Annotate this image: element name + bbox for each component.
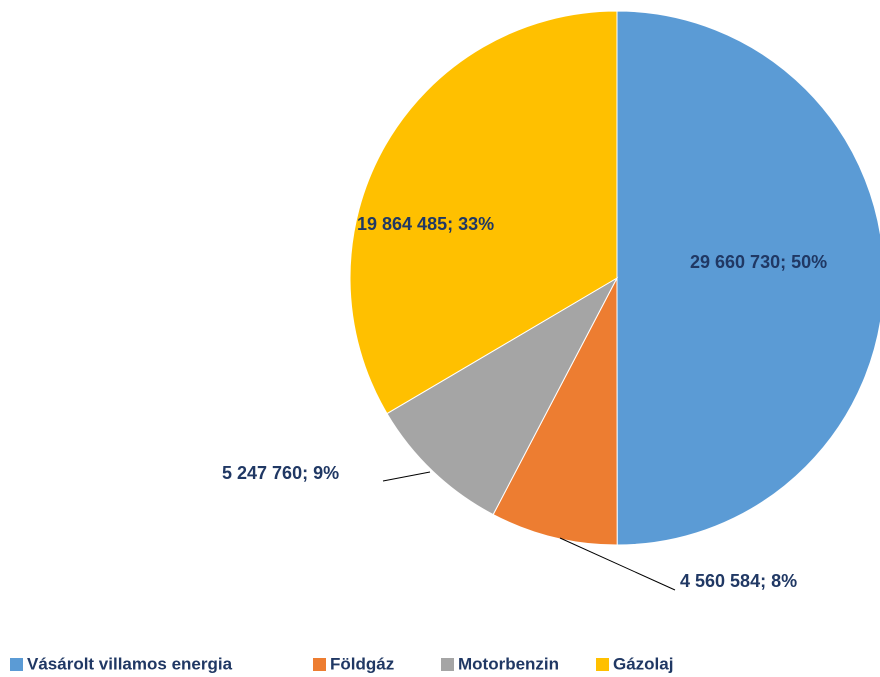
legend-label: Motorbenzin <box>458 654 559 673</box>
data-label: 19 864 485; 33% <box>357 214 494 234</box>
legend-label: Vásárolt villamos energia <box>27 654 233 673</box>
leader-line <box>559 537 676 591</box>
legend-swatch <box>441 658 454 671</box>
pie-slice <box>349 10 618 415</box>
legend-swatch <box>313 658 326 671</box>
pie-slice <box>492 277 618 546</box>
legend-label: Gázolaj <box>613 654 673 673</box>
legend-swatch <box>10 658 23 671</box>
legend-swatch <box>596 658 609 671</box>
data-label: 4 560 584; 8% <box>680 571 797 591</box>
pie-slice <box>386 276 619 516</box>
pie-slice <box>616 10 880 546</box>
legend-label: Földgáz <box>330 654 394 673</box>
leader-line <box>382 471 431 482</box>
data-label: 29 660 730; 50% <box>690 252 827 272</box>
data-label: 5 247 760; 9% <box>222 463 339 483</box>
